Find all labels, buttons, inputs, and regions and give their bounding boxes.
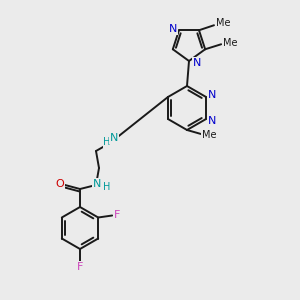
Text: N: N xyxy=(169,24,177,34)
Text: N: N xyxy=(208,90,216,100)
Text: N: N xyxy=(93,179,101,189)
Text: Me: Me xyxy=(202,130,216,140)
Text: Me: Me xyxy=(223,38,237,48)
Text: H: H xyxy=(103,182,110,192)
Text: F: F xyxy=(114,211,120,220)
Text: H: H xyxy=(103,137,111,147)
Text: F: F xyxy=(77,262,83,272)
Text: N: N xyxy=(110,133,118,143)
Text: Me: Me xyxy=(216,18,230,28)
Text: N: N xyxy=(208,116,216,126)
Text: O: O xyxy=(56,179,64,189)
Text: N: N xyxy=(193,58,201,68)
